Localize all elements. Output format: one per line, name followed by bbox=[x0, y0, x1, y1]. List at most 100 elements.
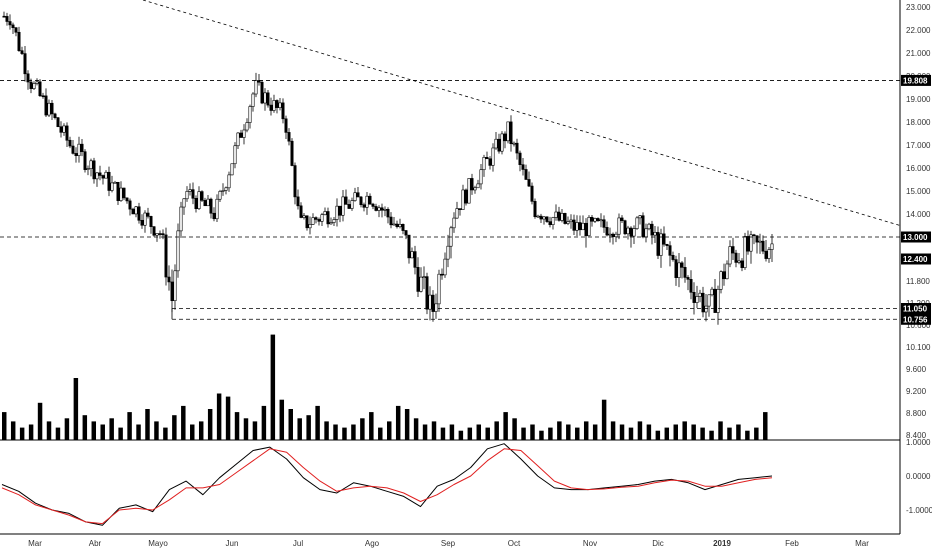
candle-body bbox=[41, 95, 45, 98]
time-tick-label: Oct bbox=[508, 539, 521, 548]
volume-bar bbox=[646, 424, 652, 440]
candle-body bbox=[65, 125, 69, 141]
candle-body bbox=[68, 139, 72, 147]
candle-body bbox=[140, 219, 144, 226]
candle-body bbox=[530, 185, 534, 202]
volume-bar bbox=[566, 424, 571, 440]
volume-bar bbox=[458, 430, 464, 440]
candle-body bbox=[752, 234, 756, 237]
candle-body bbox=[689, 279, 693, 293]
candle-body bbox=[146, 212, 150, 217]
price-tick-label: 10.100 bbox=[906, 343, 931, 352]
candle-body bbox=[512, 142, 516, 145]
candle-body bbox=[536, 215, 540, 218]
volume-bar bbox=[324, 421, 329, 440]
candle-body bbox=[296, 196, 300, 207]
price-tick-label: 16.000 bbox=[906, 164, 931, 173]
price-level-badge bbox=[901, 253, 931, 265]
candle-body bbox=[230, 163, 234, 176]
candle-body bbox=[365, 195, 369, 208]
candle-body bbox=[575, 222, 579, 231]
time-tick-label: Sep bbox=[441, 539, 456, 548]
candle-body bbox=[281, 102, 285, 120]
volume-bar bbox=[601, 399, 607, 440]
volume-bar bbox=[539, 430, 544, 440]
volume-bar bbox=[592, 424, 598, 440]
candle-body bbox=[215, 198, 219, 220]
volume-bar bbox=[557, 421, 562, 440]
candle-body bbox=[269, 104, 273, 111]
candle-body bbox=[470, 178, 474, 191]
candle-body bbox=[554, 211, 558, 218]
candle-body bbox=[173, 270, 177, 302]
candle-body bbox=[539, 215, 543, 220]
candle-body bbox=[647, 223, 651, 230]
candle-body bbox=[728, 246, 732, 265]
candle-body bbox=[434, 303, 438, 312]
candle-body bbox=[2, 15, 6, 18]
candle-body bbox=[743, 236, 747, 268]
candle-body bbox=[392, 223, 396, 226]
candle-body bbox=[359, 196, 363, 206]
volume-bar bbox=[342, 427, 347, 440]
price-tick-label: 19.000 bbox=[906, 95, 931, 104]
candle-body bbox=[248, 106, 252, 123]
candle-body bbox=[656, 232, 660, 256]
volume-bar bbox=[682, 421, 687, 440]
candle-body bbox=[590, 216, 594, 222]
candle-body bbox=[659, 233, 663, 256]
candle-body bbox=[746, 236, 750, 252]
candle-body bbox=[518, 152, 522, 165]
candle-body bbox=[458, 208, 462, 210]
candle-body bbox=[356, 192, 360, 198]
candle-body bbox=[737, 260, 741, 263]
time-tick-label: Abr bbox=[89, 539, 102, 548]
candle-body bbox=[482, 157, 486, 171]
candle-body bbox=[401, 224, 405, 231]
volume-bar bbox=[413, 418, 419, 440]
price-tick-label: 8.400 bbox=[906, 431, 927, 440]
candle-body bbox=[353, 192, 357, 201]
price-level-badge bbox=[901, 313, 931, 325]
candle-body bbox=[119, 187, 123, 201]
candle-body bbox=[551, 217, 555, 225]
candle-body bbox=[56, 117, 60, 128]
volume-bar bbox=[252, 421, 258, 440]
candle-body bbox=[425, 276, 429, 310]
candle-body bbox=[347, 204, 351, 209]
candle-body bbox=[275, 100, 279, 108]
volume-bar bbox=[691, 424, 696, 440]
volume-bar bbox=[467, 427, 473, 440]
volume-bar bbox=[73, 378, 79, 440]
volume-bar bbox=[440, 427, 446, 440]
candle-body bbox=[278, 102, 282, 108]
volume-bar bbox=[503, 412, 508, 440]
candle-body bbox=[221, 190, 225, 192]
candle-body bbox=[620, 217, 624, 221]
price-tick-label: 14.000 bbox=[906, 210, 931, 219]
candle-body bbox=[89, 160, 93, 169]
volume-bar bbox=[234, 412, 240, 440]
candle-body bbox=[548, 221, 552, 225]
candle-body bbox=[473, 187, 477, 191]
candle-body bbox=[695, 296, 699, 303]
price-tick-label: 11.800 bbox=[906, 277, 930, 286]
candle-body bbox=[302, 215, 306, 218]
candle-body bbox=[467, 178, 471, 204]
candle-body bbox=[47, 102, 51, 116]
candle-body bbox=[71, 145, 75, 154]
candle-body bbox=[584, 222, 588, 237]
candle-body bbox=[11, 24, 15, 29]
volume-bar bbox=[154, 421, 159, 440]
candle-body bbox=[92, 160, 96, 180]
time-tick-label: Jul bbox=[293, 539, 303, 548]
candle-body bbox=[197, 191, 201, 210]
candle-body bbox=[599, 219, 603, 222]
candle-body bbox=[176, 230, 180, 272]
volume-bar bbox=[619, 424, 625, 440]
volume-bar bbox=[700, 427, 705, 440]
candle-body bbox=[428, 294, 432, 310]
candle-body bbox=[683, 267, 687, 278]
candle-body bbox=[653, 232, 657, 236]
